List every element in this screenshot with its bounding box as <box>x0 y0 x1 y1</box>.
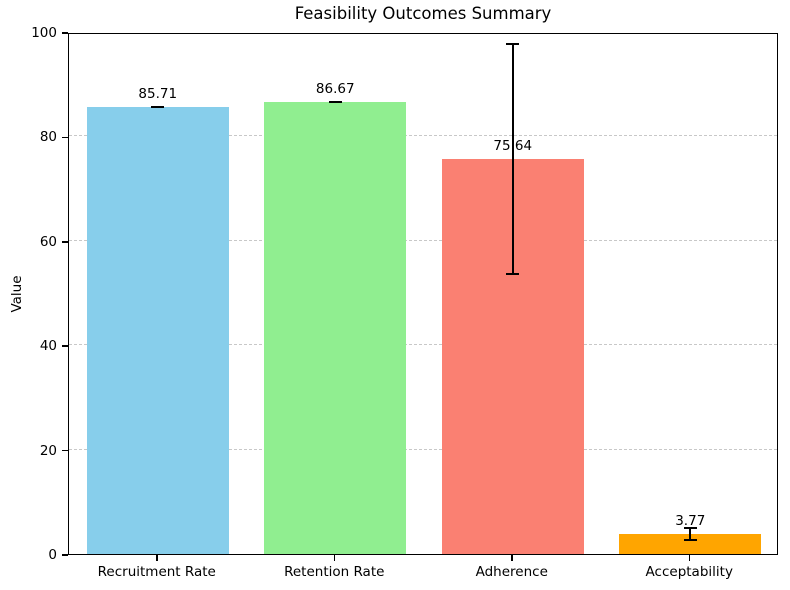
error-bar-cap-top-acceptability <box>683 527 697 530</box>
bar-recruitment-rate <box>86 106 229 554</box>
y-tick-mark-60 <box>62 241 68 243</box>
y-tick-mark-40 <box>62 345 68 347</box>
y-tick-label-40: 40 <box>39 338 57 355</box>
y-tick-mark-100 <box>62 32 68 34</box>
y-tick-label-20: 20 <box>39 442 57 459</box>
x-tick-label-acceptability: Acceptability <box>645 564 733 580</box>
y-tick-mark-80 <box>62 136 68 139</box>
error-bar-stem-adherence <box>511 44 514 274</box>
bar-value-label-retention-rate: 86.67 <box>315 80 355 97</box>
x-tick-mark-retention-rate <box>333 555 335 561</box>
gridline-y-80 <box>69 135 777 137</box>
x-tick-label-retention-rate: Retention Rate <box>284 564 385 580</box>
bar-value-label-acceptability: 3.77 <box>675 513 706 530</box>
x-tick-label-recruitment-rate: Recruitment Rate <box>97 564 216 580</box>
error-bar-cap-top-retention-rate <box>328 100 342 103</box>
gridline-y-20 <box>69 448 777 450</box>
bar-retention-rate <box>264 101 407 554</box>
x-tick-mark-adherence <box>511 555 513 561</box>
y-tick-label-80: 80 <box>39 129 57 146</box>
gridline-y-40 <box>69 344 777 346</box>
y-tick-mark-20 <box>62 449 68 452</box>
y-tick-label-60: 60 <box>39 233 57 250</box>
y-tick-mark-0 <box>62 554 68 556</box>
y-axis-label: Value <box>9 275 25 313</box>
x-tick-mark-acceptability <box>688 555 690 561</box>
error-bar-cap-top-recruitment-rate <box>151 105 165 108</box>
error-bar-cap-bottom-acceptability <box>683 539 697 542</box>
gridline-y-60 <box>69 239 777 241</box>
error-bar-cap-top-adherence <box>506 43 520 46</box>
x-tick-mark-recruitment-rate <box>156 555 158 561</box>
plot-area: 85.71 86.67 75.64 3.77 <box>68 33 778 555</box>
bar-value-label-recruitment-rate: 85.71 <box>138 85 178 102</box>
y-tick-label-100: 100 <box>31 25 57 41</box>
bar-acceptability <box>619 534 762 554</box>
y-tick-label-0: 0 <box>48 547 57 563</box>
x-tick-label-adherence: Adherence <box>475 564 548 580</box>
chart-title: Feasibility Outcomes Summary <box>294 4 552 23</box>
error-bar-stem-acceptability <box>689 528 692 541</box>
error-bar-cap-bottom-adherence <box>506 273 520 275</box>
bar-value-label-adherence: 75.64 <box>493 138 533 155</box>
